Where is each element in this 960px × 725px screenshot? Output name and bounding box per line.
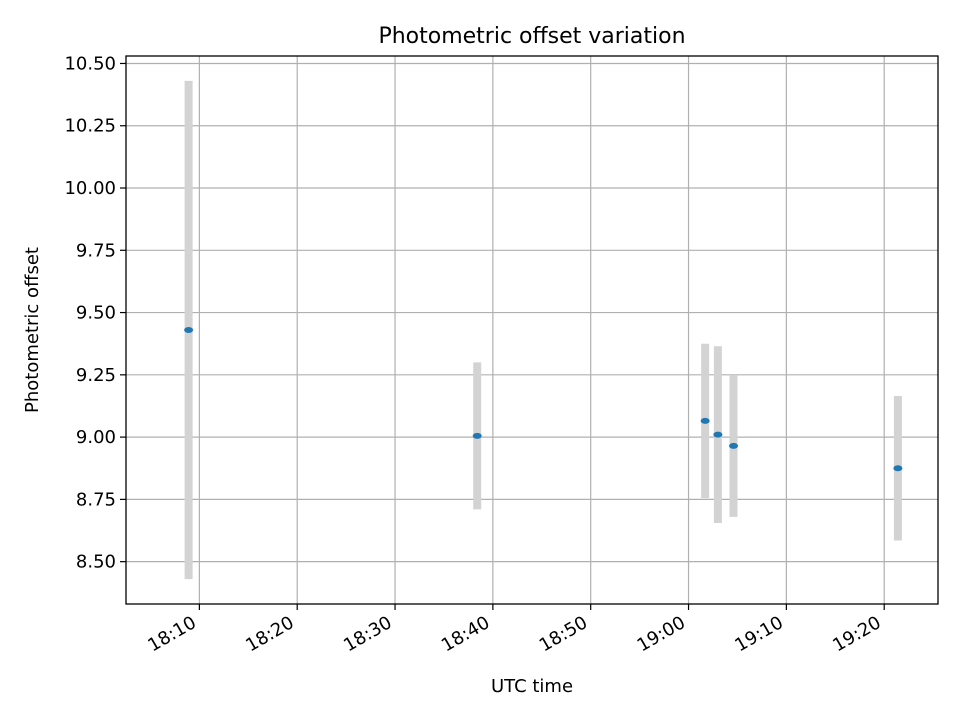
data-point <box>472 432 482 439</box>
y-tick-label: 10.25 <box>64 116 116 137</box>
y-tick-label: 9.00 <box>76 427 116 448</box>
x-tick-label: 18:40 <box>438 612 493 656</box>
x-tick-label: 18:20 <box>242 612 297 656</box>
data-point <box>184 327 194 333</box>
x-axis-ticks: 18:10 18:20 18:30 18:40 18:50 19:00 19:10 19:20 <box>144 604 885 656</box>
chart-title: Photometric offset variation <box>378 24 685 49</box>
y-tick-label: 10.00 <box>64 178 116 199</box>
x-tick-label: 18:50 <box>536 612 591 656</box>
x-tick-label: 19:10 <box>731 612 786 656</box>
x-tick-label: 18:10 <box>144 612 199 656</box>
y-axis-ticks: 8.50 8.75 9.00 9.25 9.50 9.75 10.00 10.25 10.50 <box>64 53 126 573</box>
data-point <box>700 417 710 424</box>
x-tick-label: 19:20 <box>829 612 884 656</box>
y-axis-label: Photometric offset <box>22 247 43 413</box>
data-point <box>893 465 903 472</box>
y-tick-label: 9.50 <box>76 303 116 324</box>
plot-frame <box>125 55 939 605</box>
y-tick-label: 9.75 <box>76 240 116 261</box>
data-point <box>729 442 739 449</box>
y-tick-label: 8.75 <box>76 489 116 510</box>
x-tick-label: 19:00 <box>634 612 689 656</box>
x-tick-label: 18:30 <box>340 612 395 656</box>
y-tick-label: 9.25 <box>76 365 116 386</box>
error-bars <box>184 80 902 580</box>
data-points <box>184 327 903 472</box>
data-point <box>713 431 723 438</box>
y-tick-label: 8.50 <box>76 552 116 573</box>
x-axis-label: UTC time <box>491 676 573 697</box>
y-tick-label: 10.50 <box>64 53 116 74</box>
grid-lines <box>126 56 938 604</box>
